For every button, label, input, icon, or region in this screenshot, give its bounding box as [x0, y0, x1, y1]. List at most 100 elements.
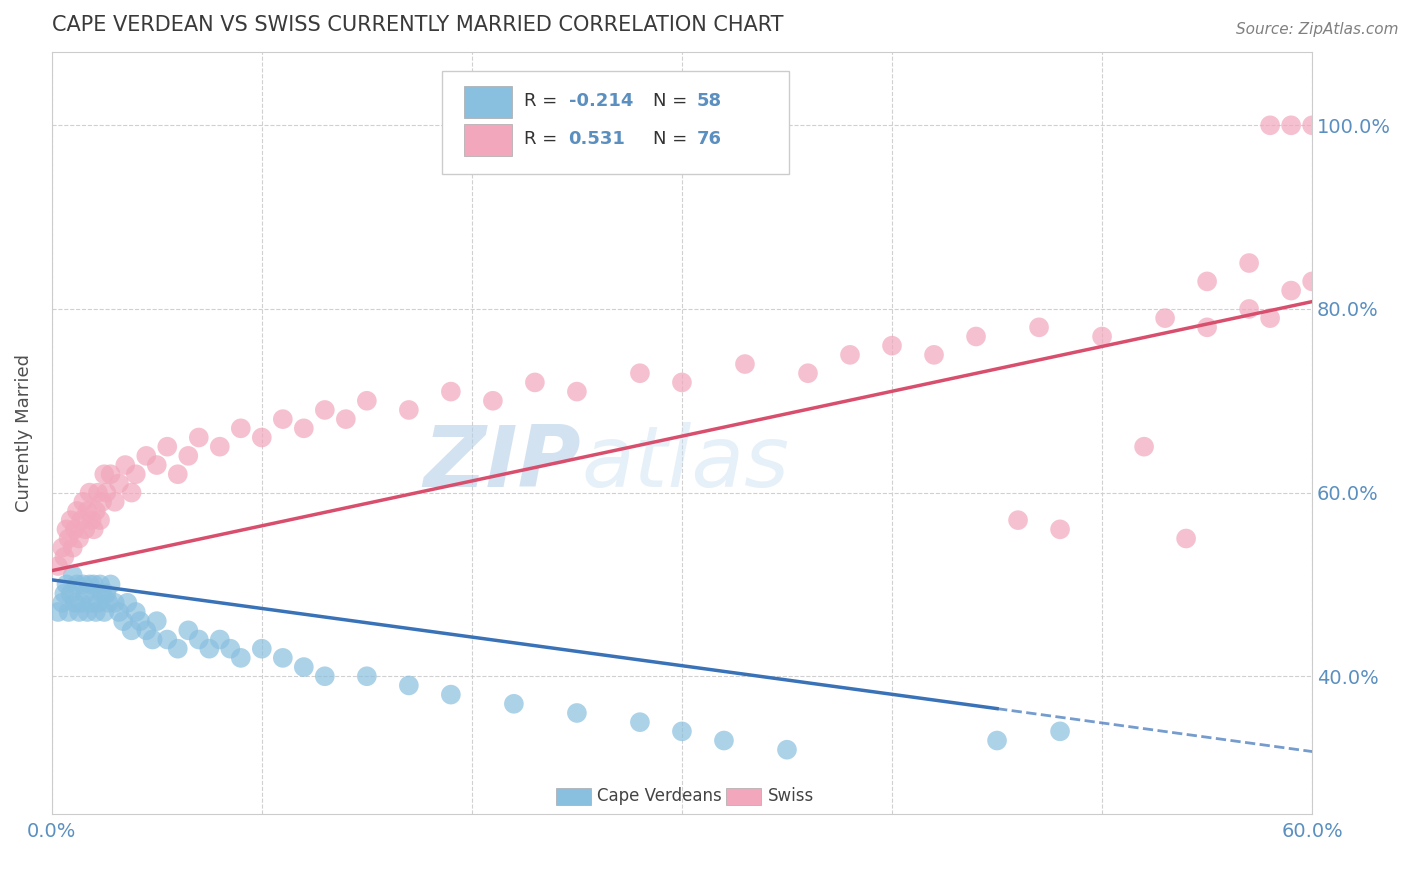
Point — [1237, 301, 1260, 316]
Point — [84, 504, 107, 518]
Point — [187, 632, 209, 647]
Point — [1237, 256, 1260, 270]
Point — [187, 430, 209, 444]
Point — [53, 586, 76, 600]
Text: N =: N = — [652, 130, 693, 148]
Point — [46, 605, 69, 619]
Point — [1364, 522, 1386, 536]
Point — [1154, 311, 1177, 326]
Text: 58: 58 — [697, 93, 723, 111]
Point — [1028, 320, 1050, 334]
Text: ZIP: ZIP — [423, 422, 581, 505]
Point — [1049, 724, 1071, 739]
Point — [75, 522, 97, 536]
Point — [96, 586, 118, 600]
Point — [100, 577, 122, 591]
Point — [1301, 118, 1323, 132]
Point — [1343, 192, 1365, 206]
Point — [100, 467, 122, 482]
Point — [208, 440, 231, 454]
Point — [96, 485, 118, 500]
Point — [565, 384, 588, 399]
Point — [565, 706, 588, 720]
Point — [1175, 532, 1198, 546]
Point — [671, 724, 693, 739]
Point — [314, 403, 336, 417]
Point — [797, 366, 820, 380]
Point — [79, 577, 101, 591]
Point — [59, 586, 82, 600]
Point — [72, 577, 94, 591]
Point — [922, 348, 945, 362]
Text: R =: R = — [524, 93, 564, 111]
Point — [1258, 118, 1281, 132]
Point — [63, 596, 86, 610]
Point — [93, 467, 115, 482]
Point — [146, 614, 169, 628]
Point — [84, 605, 107, 619]
Point — [166, 467, 188, 482]
Point — [177, 449, 200, 463]
Point — [66, 504, 89, 518]
Point — [135, 449, 157, 463]
Point — [1007, 513, 1029, 527]
Point — [776, 742, 799, 756]
Point — [112, 614, 135, 628]
Point — [1091, 329, 1114, 343]
Point — [63, 522, 86, 536]
Point — [335, 412, 357, 426]
Point — [87, 596, 110, 610]
Point — [250, 430, 273, 444]
Point — [229, 651, 252, 665]
Point — [502, 697, 524, 711]
Point — [166, 641, 188, 656]
Point — [80, 513, 103, 527]
Point — [89, 513, 111, 527]
Point — [208, 632, 231, 647]
Point — [398, 403, 420, 417]
Point — [83, 522, 105, 536]
Point — [93, 605, 115, 619]
Point — [1279, 284, 1302, 298]
Point — [91, 495, 114, 509]
Point — [58, 605, 80, 619]
Y-axis label: Currently Married: Currently Married — [15, 354, 32, 512]
Bar — [464, 87, 512, 118]
Point — [628, 715, 651, 730]
Text: R =: R = — [524, 130, 564, 148]
Point — [523, 376, 546, 390]
Point — [314, 669, 336, 683]
Point — [51, 541, 73, 555]
Point — [125, 605, 148, 619]
Point — [75, 586, 97, 600]
Point — [1301, 274, 1323, 288]
Point — [80, 596, 103, 610]
Point — [1049, 522, 1071, 536]
FancyBboxPatch shape — [443, 70, 789, 174]
Point — [97, 596, 120, 610]
Point — [87, 485, 110, 500]
Text: 76: 76 — [697, 130, 723, 148]
Point — [66, 577, 89, 591]
Bar — [555, 788, 591, 805]
Point — [880, 339, 903, 353]
Point — [121, 624, 143, 638]
Point — [734, 357, 756, 371]
Point — [72, 495, 94, 509]
Point — [986, 733, 1008, 747]
Point — [271, 412, 294, 426]
Point — [440, 688, 463, 702]
Point — [713, 733, 735, 747]
Point — [51, 596, 73, 610]
Point — [398, 678, 420, 692]
Point — [356, 393, 378, 408]
Text: Swiss: Swiss — [768, 788, 814, 805]
Text: -0.214: -0.214 — [568, 93, 633, 111]
Point — [219, 641, 242, 656]
Text: CAPE VERDEAN VS SWISS CURRENTLY MARRIED CORRELATION CHART: CAPE VERDEAN VS SWISS CURRENTLY MARRIED … — [52, 15, 783, 35]
Point — [121, 485, 143, 500]
Point — [62, 541, 84, 555]
Point — [70, 596, 93, 610]
Point — [89, 577, 111, 591]
Point — [53, 549, 76, 564]
